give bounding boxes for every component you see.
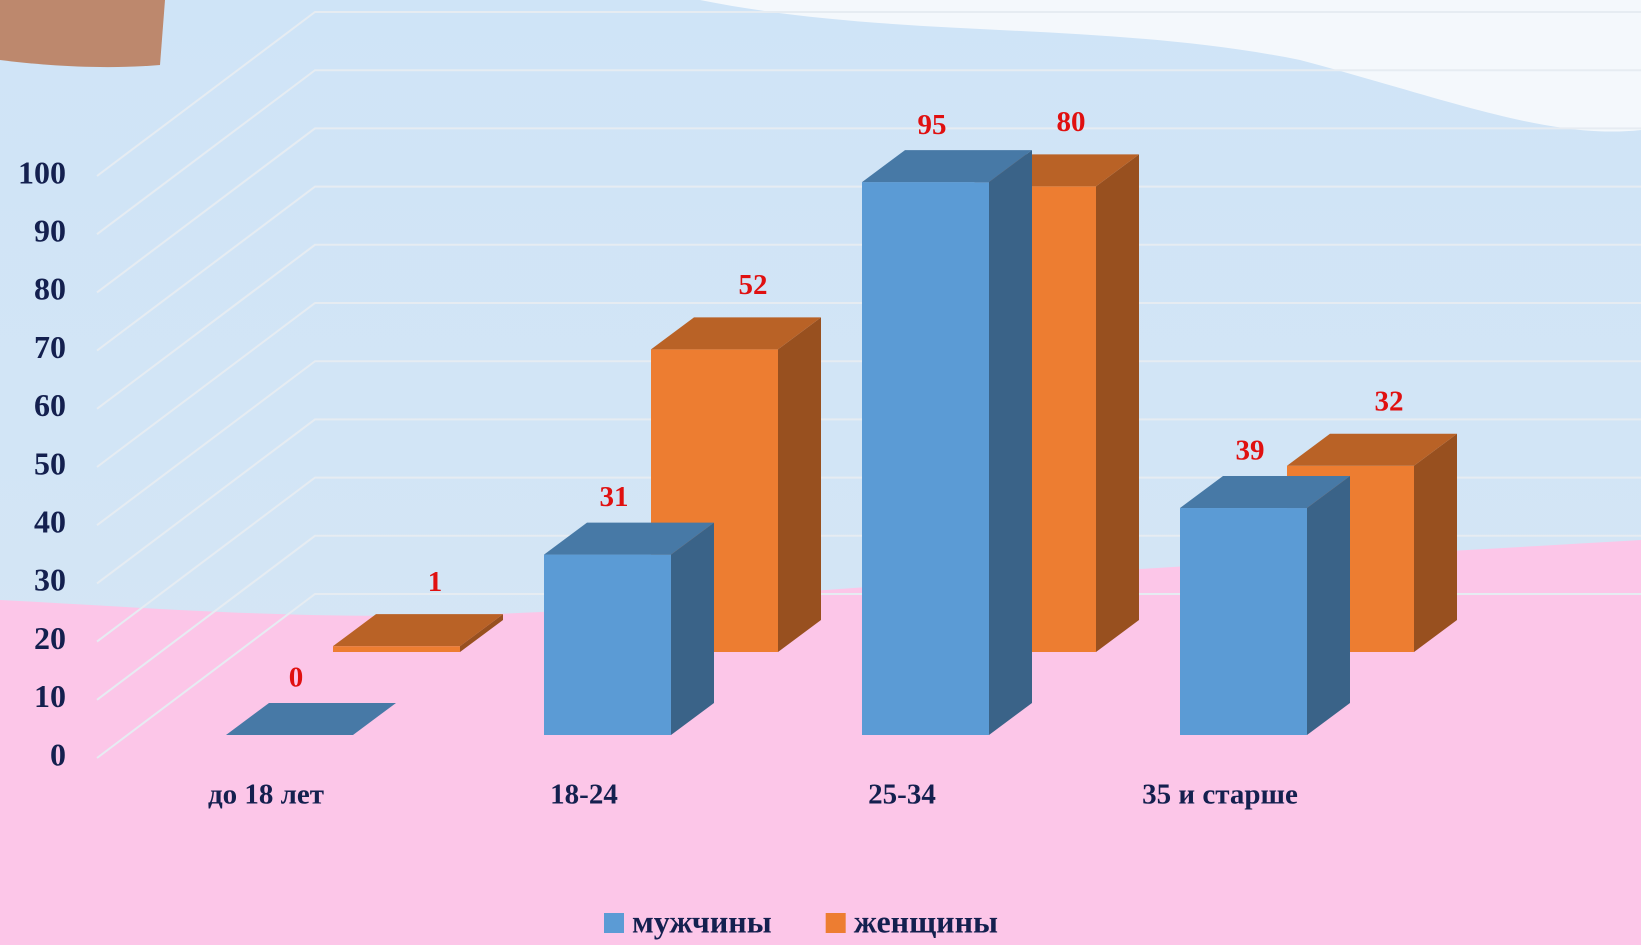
- grid-line: [96, 476, 1641, 643]
- grid-line: [96, 127, 1641, 294]
- grid-line: [96, 360, 1641, 526]
- y-tick-label: 10: [34, 678, 66, 714]
- grid-line: [96, 185, 1641, 352]
- bar-side: [1096, 154, 1139, 652]
- bar-top: [226, 703, 396, 735]
- bar-side: [989, 150, 1032, 736]
- legend-label: мужчины: [632, 903, 772, 939]
- data-label: 80: [1057, 106, 1086, 138]
- y-tick-label: 80: [34, 271, 66, 307]
- data-label: 0: [289, 662, 304, 694]
- bar-side: [1414, 433, 1457, 652]
- bar-top: [333, 614, 503, 647]
- data-label: 39: [1236, 435, 1265, 467]
- bar-side: [460, 614, 503, 652]
- data-label: 32: [1375, 385, 1404, 417]
- grid-line: [96, 243, 1641, 410]
- y-tick-label: 0: [50, 736, 66, 772]
- bar-front: [333, 646, 460, 652]
- x-tick-label: 35 и старше: [1142, 779, 1298, 811]
- bar-top: [1180, 476, 1350, 509]
- y-tick-label: 30: [34, 562, 66, 598]
- data-label: 31: [600, 481, 629, 513]
- y-tick-label: 50: [34, 445, 66, 481]
- bar-front: [862, 182, 989, 736]
- bar-side: [1307, 476, 1350, 735]
- bar-top: [1287, 433, 1457, 466]
- bar-front: [544, 554, 671, 735]
- y-tick-label: 20: [34, 620, 66, 656]
- bar-side: [671, 522, 714, 735]
- x-tick-label: 25-34: [868, 779, 936, 811]
- data-label: 52: [739, 269, 768, 301]
- y-tick-label: 70: [34, 329, 66, 365]
- bar-top: [651, 317, 821, 350]
- background-shape: [0, 0, 165, 68]
- y-tick-label: 100: [18, 154, 66, 190]
- legend-swatch: [825, 913, 846, 933]
- y-tick-label: 90: [34, 213, 66, 249]
- background-cloud: [700, 0, 1641, 132]
- x-tick-label: 18-24: [550, 779, 618, 811]
- grid-line: [96, 11, 1641, 177]
- y-tick-label: 60: [34, 387, 66, 423]
- legend-swatch: [604, 913, 624, 933]
- grid-line: [96, 69, 1641, 235]
- bar-front: [1180, 508, 1307, 735]
- data-label: 1: [428, 566, 443, 598]
- grid-line: [96, 418, 1641, 585]
- bar-top: [544, 522, 714, 555]
- data-label: 95: [918, 109, 947, 141]
- x-tick-label: до 18 лет: [208, 779, 324, 811]
- bar-side: [778, 317, 821, 652]
- legend-label: женщины: [854, 903, 998, 939]
- y-tick-label: 40: [34, 504, 66, 540]
- bar-top: [862, 150, 1032, 183]
- grid-line: [96, 302, 1641, 468]
